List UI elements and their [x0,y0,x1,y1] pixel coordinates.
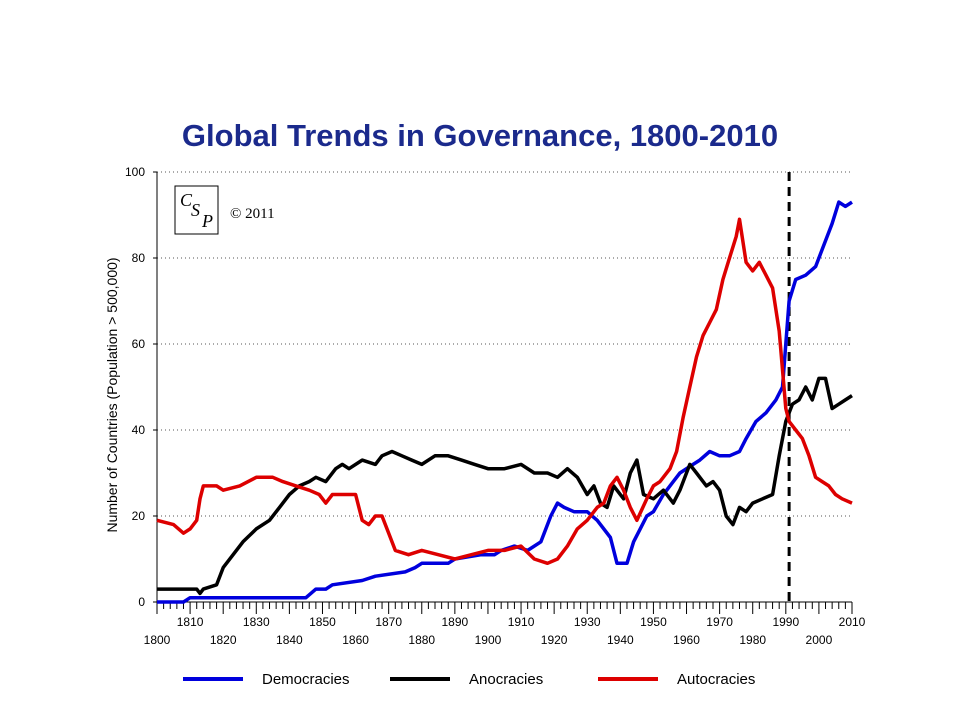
series-line-anocracies [157,376,853,596]
x-tick-label: 1970 [706,615,733,629]
x-tick-label: 1960 [673,633,700,647]
legend: Democracies Anocracies Autocracies [183,671,755,688]
y-tick-label: 100 [125,165,145,179]
grid-lines [157,171,852,517]
svg-text:S: S [191,200,200,220]
x-tick-label: 2010 [839,615,866,629]
x-tick-label: 1840 [276,633,303,647]
x-tick-label: 1850 [309,615,336,629]
axes: 0 20 40 60 80 100 1800 1810 1820 1830 1840 1850 1860… [125,165,866,647]
x-tick-label: 1930 [574,615,601,629]
x-tick-label: 1880 [408,633,435,647]
legend-label-democracies: Democracies [262,671,350,688]
x-tick-label: 1860 [342,633,369,647]
series-line-autocracies [156,217,853,566]
y-tick-label: 40 [132,423,146,437]
x-tick-label: 1810 [177,615,204,629]
csp-logo: C S P [174,185,219,235]
x-tick-label: 1990 [772,615,799,629]
y-tick-label: 20 [132,509,146,523]
x-tick-label: 1820 [210,633,237,647]
series-line-democracies [157,200,853,604]
x-tick-label: 1980 [739,633,766,647]
x-tick-label: 1800 [144,633,171,647]
x-tick-label: 2000 [806,633,833,647]
x-tick-label: 1910 [508,615,535,629]
chart-title: Global Trends in Governance, 1800-2010 [181,118,779,153]
svg-text:P: P [201,211,213,231]
x-tick-label: 1950 [640,615,667,629]
legend-label-autocracies: Autocracies [677,671,755,688]
y-tick-label: 80 [132,251,146,265]
copyright-text: © 2011 [230,206,275,222]
x-tick-label: 1900 [475,633,502,647]
y-tick-label: 60 [132,337,146,351]
x-tick-label: 1940 [607,633,634,647]
y-axis-label: Number of Countries (Population > 500,00… [104,257,120,532]
series-lines [156,200,853,604]
y-tick-label: 0 [138,595,145,609]
legend-label-anocracies: Anocracies [469,671,543,688]
x-tick-label: 1830 [243,615,270,629]
x-tick-label: 1870 [375,615,402,629]
svg-text:C: C [180,190,193,210]
x-tick-label: 1920 [541,633,568,647]
x-tick-label: 1890 [442,615,469,629]
